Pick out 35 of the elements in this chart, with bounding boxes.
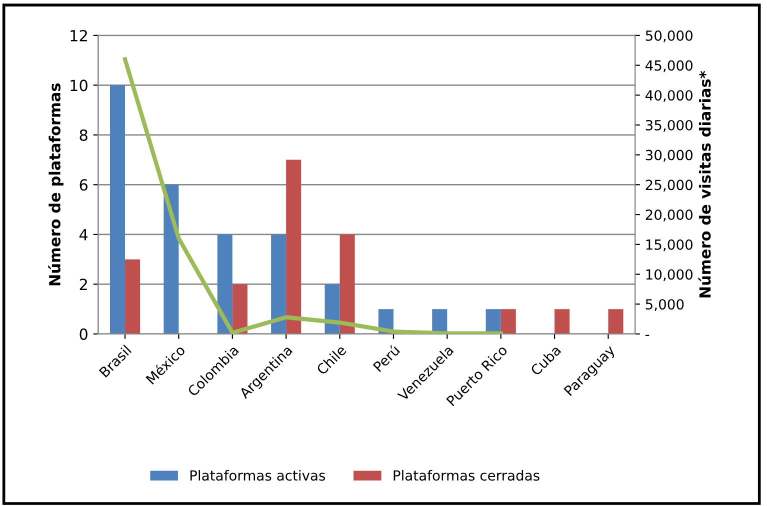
- bar: [324, 284, 340, 334]
- y-tick-label: 10: [70, 80, 88, 92]
- line-series: [122, 57, 503, 334]
- y2-tick-label: 40,000: [645, 90, 692, 102]
- legend-label: Plataformas activas: [190, 470, 326, 481]
- legend-label: Plataformas cerradas: [394, 470, 540, 481]
- y2-tick-label: 45,000: [645, 60, 692, 72]
- bar: [232, 284, 248, 334]
- bar: [125, 259, 140, 334]
- y2-tick-label: 50,000: [646, 30, 692, 42]
- y-tick-label: 2: [80, 278, 87, 290]
- y2-tick-label: -: [645, 334, 650, 336]
- y-axis-title: Número de plataformas: [48, 83, 64, 286]
- y2-tick-label: 25,000: [646, 180, 692, 192]
- y2-tick-label: 35,000: [646, 120, 692, 132]
- bar: [217, 234, 232, 334]
- bar: [164, 184, 179, 334]
- bar: [286, 160, 302, 334]
- y2-tick-label: 5,000: [646, 299, 684, 311]
- y2-tick-label: 20,000: [646, 210, 692, 222]
- y-tick-label: 12: [70, 30, 87, 42]
- bar: [340, 234, 355, 334]
- y2-tick-label: 10,000: [646, 269, 692, 282]
- y2-tick-label: 30,000: [646, 150, 692, 162]
- y-tick-label: 8: [80, 129, 88, 141]
- y2-axis-title: Número de visitas diarias*: [698, 70, 711, 298]
- bar: [110, 85, 126, 334]
- bar: [608, 309, 624, 334]
- y-tick-label: 6: [80, 179, 88, 191]
- bar: [500, 309, 516, 334]
- bar: [554, 309, 570, 334]
- y-tick-label: 0: [80, 328, 88, 340]
- y-tick-label: 4: [79, 229, 88, 240]
- y2-tick-label: 15,000: [646, 239, 692, 252]
- bar: [271, 234, 286, 334]
